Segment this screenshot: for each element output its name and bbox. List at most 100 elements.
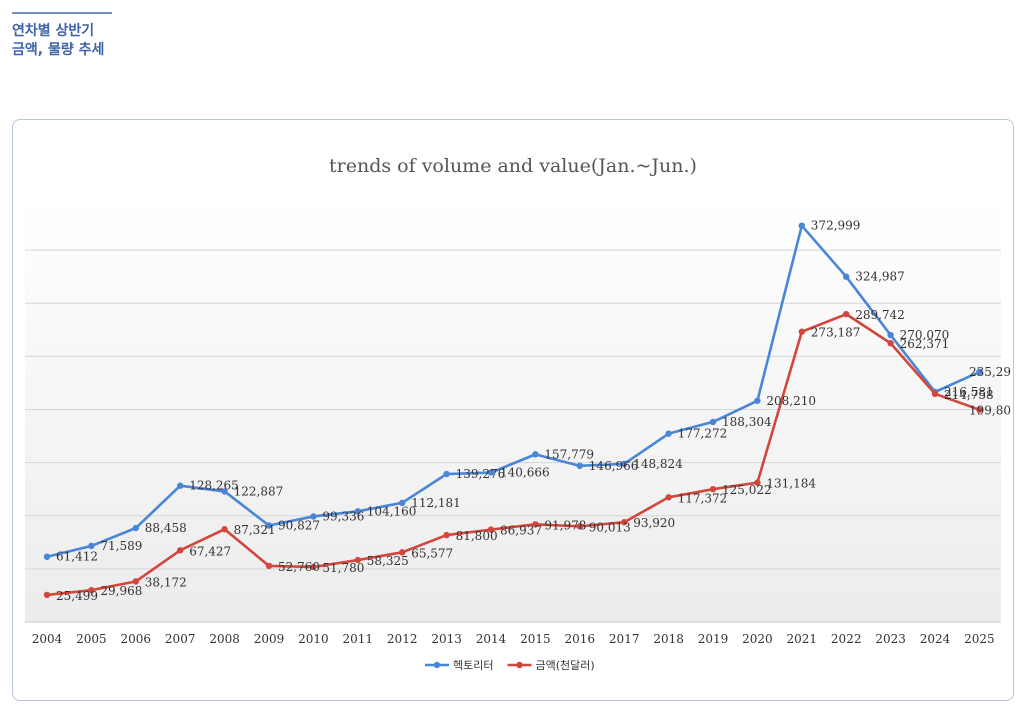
data-point: [754, 397, 761, 404]
data-point: [310, 563, 317, 571]
data-point: [532, 451, 539, 458]
data-point: [43, 553, 51, 560]
data-label: 122,887: [234, 484, 284, 498]
data-label: 90,013: [589, 520, 631, 534]
data-label: 157,779: [544, 447, 594, 461]
data-label: 88,458: [145, 521, 187, 535]
data-label: 148,824: [633, 457, 683, 471]
data-point: [576, 462, 583, 470]
data-label: 90,827: [278, 518, 320, 532]
data-label: 199,80: [969, 404, 1011, 418]
data-label: 128,265: [189, 479, 239, 493]
legend-marker: [516, 661, 523, 669]
page-title-line-2: 금액, 물량 추세: [12, 42, 105, 58]
data-label: 372,999: [811, 219, 861, 233]
x-tick-label: 2008: [209, 632, 240, 646]
legend-marker: [433, 661, 441, 669]
data-label: 52,760: [278, 560, 320, 574]
series-line: [46, 224, 980, 559]
data-label: 67,427: [189, 544, 231, 558]
x-tick-label: 2007: [165, 632, 196, 646]
x-tick-label: 2018: [653, 632, 684, 646]
data-point: [843, 273, 850, 280]
data-point: [976, 368, 983, 376]
x-tick-label: 2024: [920, 632, 951, 646]
data-label: 117,372: [678, 491, 728, 505]
data-point: [221, 488, 228, 495]
x-tick-label: 2010: [298, 632, 329, 646]
x-tick-label: 2004: [32, 632, 63, 646]
data-label: 91,978: [544, 518, 586, 532]
data-label: 188,304: [722, 415, 772, 429]
data-point: [487, 469, 495, 476]
series-line: [46, 312, 980, 597]
data-point: [88, 586, 95, 594]
data-label: 270,070: [900, 328, 950, 342]
x-tick-label: 2023: [875, 632, 906, 646]
data-point: [132, 578, 139, 585]
data-label: 208,210: [766, 394, 816, 408]
data-label: 58,325: [367, 554, 409, 568]
data-point: [177, 547, 184, 554]
x-tick-label: 2014: [476, 632, 507, 646]
data-point: [621, 460, 628, 468]
data-label: 99,336: [322, 509, 364, 523]
data-label: 81,800: [456, 529, 498, 543]
legend-item: 헥토리터: [425, 659, 493, 672]
data-point: [532, 521, 539, 528]
x-tick-label: 2022: [831, 632, 862, 646]
data-point: [887, 340, 894, 347]
data-point: [443, 470, 450, 478]
series-2: [43, 310, 983, 599]
data-label: 104,160: [367, 504, 417, 518]
x-tick-label: 2017: [609, 632, 640, 646]
data-label: 25,499: [56, 589, 98, 603]
data-point: [665, 430, 672, 437]
data-label: 51,780: [322, 561, 364, 575]
x-tick-label: 2013: [431, 632, 462, 646]
data-point: [665, 494, 672, 501]
data-point: [754, 479, 761, 486]
data-point: [221, 526, 228, 533]
data-label: 93,920: [633, 516, 675, 530]
chart-title: trends of volume and value(Jan.~Jun.): [329, 155, 697, 177]
x-tick-label: 2015: [520, 632, 551, 646]
x-axis-ticks: 2004 2005 2006 2007 2008 2009 2010 2011 2012 2013…: [32, 632, 995, 646]
data-label: 324,987: [855, 270, 905, 284]
x-tick-label: 2005: [76, 632, 107, 646]
data-label: 65,577: [411, 546, 453, 560]
data-label: 131,184: [766, 477, 816, 491]
data-label: 29,968: [100, 584, 142, 598]
x-tick-label: 2009: [254, 632, 285, 646]
legend-label: 헥토리터: [453, 659, 493, 672]
x-tick-label: 2020: [742, 632, 773, 646]
legend: 헥토리터 금액(천달러): [425, 658, 595, 672]
data-label: 140,666: [500, 466, 550, 480]
x-tick-label: 2011: [343, 632, 374, 646]
data-point: [931, 390, 939, 398]
page-title-line-1: 연차별 상반기: [12, 23, 95, 39]
series-layer: [43, 222, 983, 599]
data-point: [887, 331, 894, 339]
data-label: 216,581: [944, 385, 994, 399]
data-point: [399, 499, 406, 507]
data-point: [354, 508, 361, 515]
data-point: [843, 310, 850, 318]
x-tick-label: 2025: [964, 632, 995, 646]
data-point: [43, 591, 51, 599]
data-label: 214,758: [944, 388, 994, 402]
data-point: [443, 531, 450, 539]
header-rule: [12, 12, 112, 14]
data-label: 71,589: [100, 539, 142, 553]
legend-label: 금액(천달러): [535, 658, 594, 672]
line-chart: trends of volume and value(Jan.~Jun.) 20…: [25, 155, 1011, 672]
x-tick-label: 2019: [698, 632, 729, 646]
x-tick-label: 2012: [387, 632, 418, 646]
legend-item: 금액(천달러): [507, 658, 595, 672]
data-label: 273,187: [811, 326, 861, 340]
data-point: [709, 485, 717, 493]
data-label: 125,022: [722, 483, 772, 497]
data-point: [354, 556, 361, 564]
data-point: [487, 526, 495, 533]
x-tick-label: 2016: [565, 632, 596, 646]
